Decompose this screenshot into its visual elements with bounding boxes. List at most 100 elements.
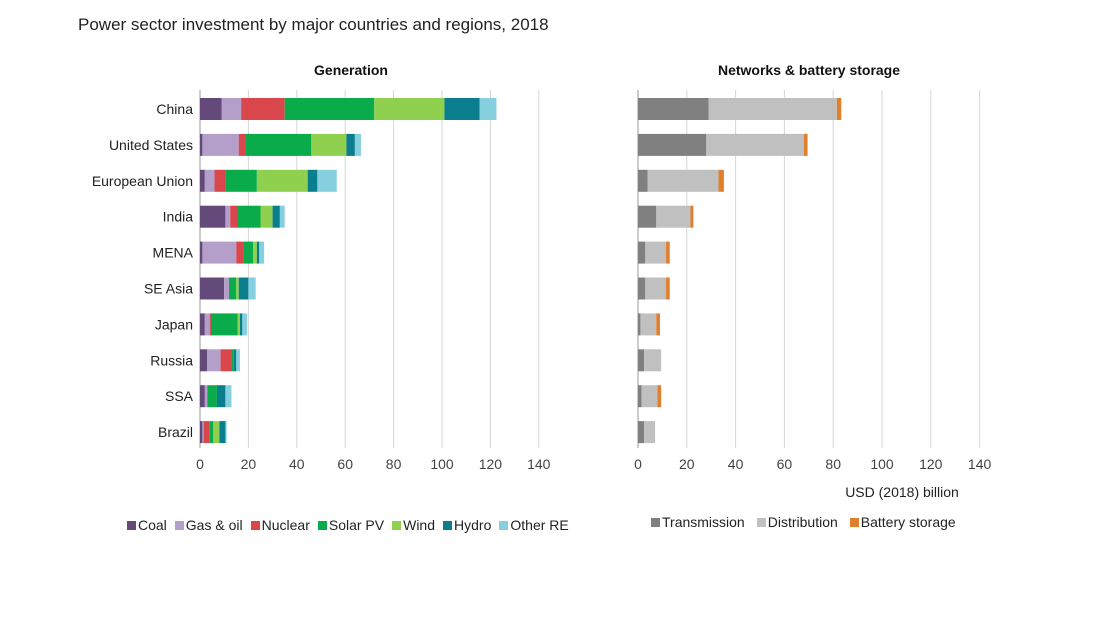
legend-item: Nuclear [250, 517, 310, 533]
legend-item: Coal [127, 517, 167, 533]
bar-segment [346, 133, 355, 156]
category-label: Russia [150, 352, 193, 368]
bar-segment [638, 205, 657, 228]
bar-segment [200, 169, 205, 192]
legend-label: Distribution [767, 514, 838, 530]
bar-segment [656, 313, 660, 336]
panel-1: Networks & battery storage 0 20 40 60 80 100 12… [634, 62, 991, 500]
legend-label: Coal [138, 517, 167, 533]
bar-segment [225, 385, 232, 408]
bar-segment [803, 133, 808, 156]
bar-segment [272, 205, 280, 228]
bar-segment [253, 241, 257, 264]
bar-segment [248, 277, 256, 300]
legend-swatch [849, 517, 859, 527]
bar-segment [479, 98, 497, 120]
bar-segment [225, 169, 257, 192]
x-tick-label: 140 [968, 456, 992, 472]
x-tick-label: 100 [870, 456, 894, 472]
bar-segment [200, 277, 225, 300]
x-tick-label: 80 [386, 456, 402, 472]
panel-title: Generation [314, 62, 388, 78]
bar-segment [236, 349, 240, 372]
legend-swatch [250, 520, 260, 530]
bar-segment [200, 421, 203, 444]
bar-segment [230, 205, 238, 228]
x-tick-label: 60 [777, 456, 793, 472]
x-tick-label: 20 [679, 456, 695, 472]
x-tick-label: 120 [479, 456, 503, 472]
panel-title: Networks & battery storage [718, 62, 900, 78]
x-tick-label: 20 [241, 456, 257, 472]
bar-segment [644, 421, 656, 444]
category-label: European Union [92, 173, 193, 189]
bar-segment [200, 313, 205, 336]
bar-segment [239, 313, 243, 336]
legend-networks: Transmission Distribution Battery storage [651, 514, 956, 530]
legend-label: Nuclear [261, 517, 310, 533]
legend-item: Transmission [651, 514, 745, 530]
bar-segment [638, 313, 641, 336]
bar-segment [210, 313, 238, 336]
bar-segment [641, 385, 658, 408]
legend-label: Transmission [662, 514, 745, 530]
x-tick-label: 0 [634, 456, 642, 472]
bar-segment [644, 349, 662, 372]
x-tick-label: 40 [289, 456, 305, 472]
legend-label: Hydro [454, 517, 492, 533]
bar-segment [836, 98, 842, 120]
legend-label: Battery storage [860, 514, 956, 530]
x-tick-label: 0 [196, 456, 204, 472]
bar-segment [202, 133, 239, 156]
bar-segment [213, 421, 220, 444]
bar-segment [666, 241, 670, 264]
bar-segment [284, 98, 375, 120]
bar-segment [204, 385, 208, 408]
bar-segment [202, 421, 204, 444]
bar-segment [657, 385, 662, 408]
legend-swatch [174, 520, 184, 530]
bar-segment [638, 241, 646, 264]
bar-segment [237, 313, 240, 336]
bar-segment [638, 421, 645, 444]
bar-segment [209, 421, 214, 444]
x-tick-label: 140 [527, 456, 551, 472]
panel-0: Generation 0 20 40 60 80 100 120 140 [196, 62, 551, 472]
bar-segment [219, 421, 226, 444]
category-label: SE Asia [144, 281, 193, 297]
legend-item: Gas & oil [174, 517, 243, 533]
bar-segment [245, 133, 312, 156]
legend-swatch [651, 517, 660, 527]
legend-swatch [392, 520, 402, 530]
bar-segment [279, 205, 285, 228]
legend-label: Gas & oil [185, 517, 243, 533]
bar-segment [237, 205, 261, 228]
bar-segment [200, 133, 203, 156]
bar-segment [216, 385, 226, 408]
legend-swatch [317, 520, 327, 530]
legend-item: Distribution [756, 514, 838, 530]
legend-swatch [499, 520, 509, 530]
bar-segment [214, 169, 226, 192]
bar-segment [225, 421, 227, 444]
bar-segment [204, 313, 210, 336]
bar-segment [202, 241, 237, 264]
legend-label: Wind [403, 517, 436, 533]
x-tick-label: 40 [728, 456, 744, 472]
legend-item: Solar PV [317, 517, 384, 533]
bar-segment [317, 169, 337, 192]
legend-label: Other RE [510, 517, 569, 533]
bar-segment [638, 277, 646, 300]
bar-segment [718, 169, 724, 192]
category-label: China [156, 101, 193, 117]
bar-segment [256, 169, 308, 192]
legend-item: Battery storage [849, 514, 956, 530]
bar-segment [221, 98, 242, 120]
legend-generation: Coal Gas & oil Nuclear Solar PV Wind Hydro Oth… [127, 517, 569, 533]
bar-segment [200, 205, 226, 228]
bar-segment [243, 241, 254, 264]
legend-swatch [756, 517, 766, 527]
bar-segment [238, 277, 249, 300]
bar-segment [204, 169, 215, 192]
x-axis-label: USD (2018) billion [845, 484, 959, 500]
